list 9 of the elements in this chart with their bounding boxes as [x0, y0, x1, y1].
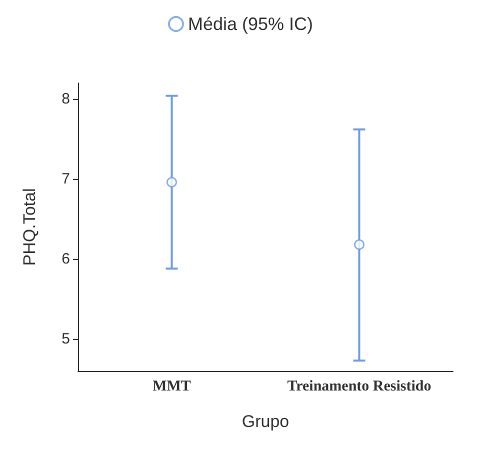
y-axis-title: PHQ.Total [20, 188, 39, 266]
y-tick-label: 7 [62, 170, 70, 188]
legend-label: Média (95% IC) [188, 14, 314, 34]
y-tick-label: 8 [62, 90, 70, 108]
x-tick-label: MMT [152, 378, 191, 394]
x-axis-title: Grupo [242, 412, 290, 431]
x-tick-label: Treinamento Resistido [287, 378, 432, 394]
y-tick-label: 5 [62, 330, 70, 348]
y-tick-label: 6 [62, 250, 70, 268]
